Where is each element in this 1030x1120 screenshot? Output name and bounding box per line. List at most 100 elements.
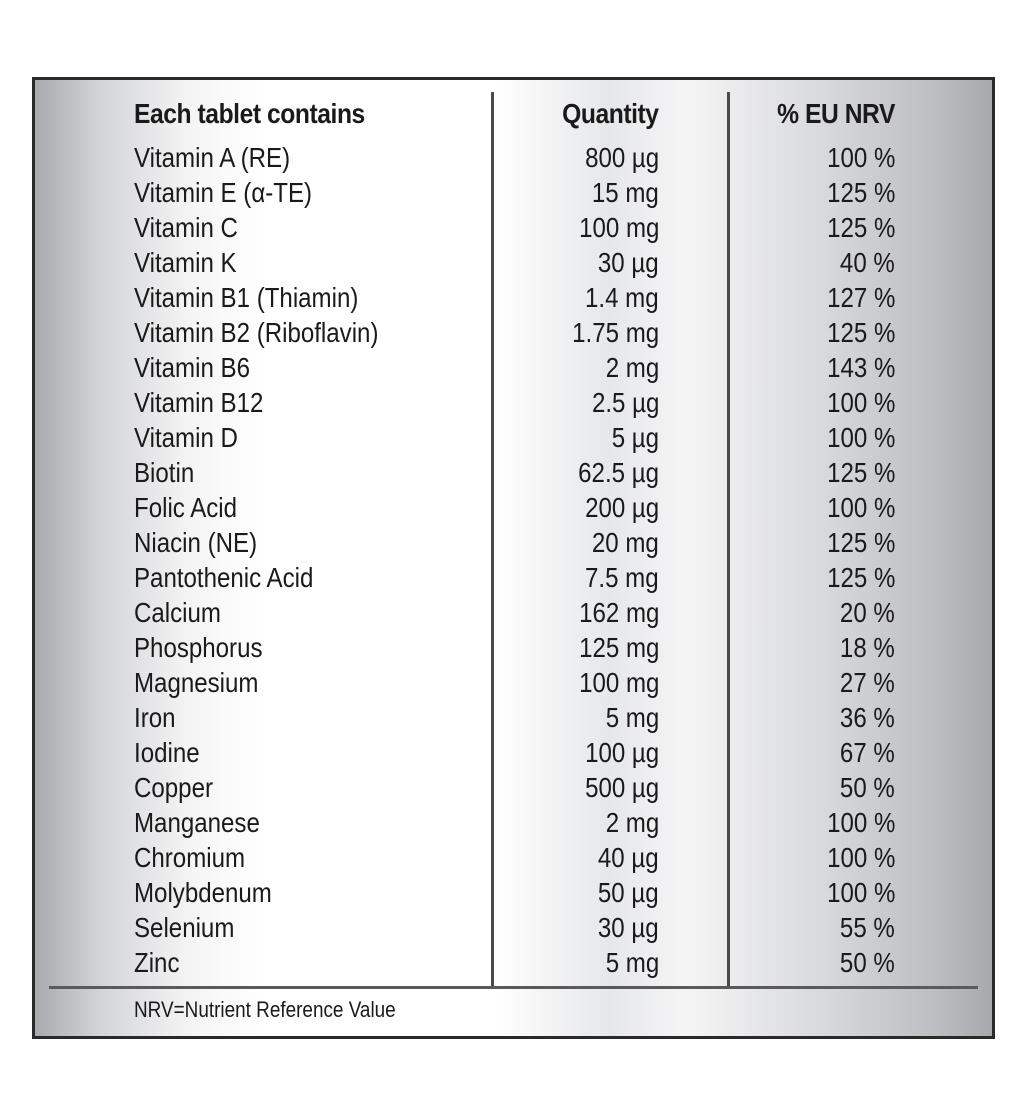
table-row: Phosphorus 125 mg 18 % [35, 630, 992, 665]
nutrient-nrv: 50 % [840, 772, 895, 803]
nutrition-table-panel: Each tablet contains Quantity % EU NRV V… [32, 77, 995, 1039]
table-row: Chromium 40 µg 100 % [35, 840, 992, 875]
nutrient-quantity: 162 mg [578, 597, 659, 628]
nutrient-name: Vitamin C [134, 212, 238, 243]
nutrient-nrv: 36 % [840, 702, 895, 733]
nutrient-nrv: 125 % [826, 562, 895, 593]
nutrient-name: Pantothenic Acid [134, 562, 314, 593]
nutrient-name: Vitamin B2 (Riboflavin) [134, 317, 379, 348]
nutrient-nrv: 55 % [840, 912, 895, 943]
nutrient-quantity: 2.5 µg [591, 387, 659, 418]
nutrient-name: Vitamin B1 (Thiamin) [134, 282, 359, 313]
table-row: Iodine 100 µg 67 % [35, 735, 992, 770]
table-body: Vitamin A (RE) 800 µg 100 % Vitamin E (α-TE… [35, 140, 992, 980]
header-nutrient: Each tablet contains [134, 98, 365, 129]
nutrient-nrv: 27 % [840, 667, 895, 698]
nutrient-nrv: 125 % [826, 317, 895, 348]
nutrient-nrv: 125 % [826, 527, 895, 558]
nutrient-name: Iron [134, 702, 176, 733]
nutrient-nrv: 100 % [826, 492, 895, 523]
nutrient-name: Biotin [134, 457, 195, 488]
nutrient-nrv: 100 % [826, 807, 895, 838]
nutrient-name: Vitamin D [134, 422, 238, 453]
nutrient-name: Vitamin K [134, 247, 237, 278]
table-row: Vitamin B12 2.5 µg 100 % [35, 385, 992, 420]
nutrient-name: Manganese [134, 807, 260, 838]
nutrient-name: Folic Acid [134, 492, 238, 523]
nutrient-nrv: 125 % [826, 457, 895, 488]
table-row: Vitamin D 5 µg 100 % [35, 420, 992, 455]
table-row: Vitamin B6 2 mg 143 % [35, 350, 992, 385]
nutrient-nrv: 125 % [826, 177, 895, 208]
nutrient-quantity: 20 mg [592, 527, 659, 558]
table-row: Iron 5 mg 36 % [35, 700, 992, 735]
nutrient-quantity: 30 µg [598, 247, 659, 278]
nutrient-quantity: 50 µg [598, 877, 659, 908]
nutrient-quantity: 62.5 µg [578, 457, 659, 488]
nutrient-quantity: 500 µg [584, 772, 659, 803]
nutrient-name: Zinc [134, 947, 180, 978]
table-row: Vitamin B2 (Riboflavin) 1.75 mg 125 % [35, 315, 992, 350]
nutrient-quantity: 5 mg [605, 947, 659, 978]
table-row: Vitamin A (RE) 800 µg 100 % [35, 140, 992, 175]
nutrient-quantity: 30 µg [598, 912, 659, 943]
nutrient-name: Niacin (NE) [134, 527, 258, 558]
table-row: Folic Acid 200 µg 100 % [35, 490, 992, 525]
table-row: Selenium 30 µg 55 % [35, 910, 992, 945]
nutrient-nrv: 127 % [826, 282, 895, 313]
header-nrv: % EU NRV [777, 98, 895, 129]
nutrient-quantity: 1.4 mg [585, 282, 659, 313]
nutrient-quantity: 7.5 mg [585, 562, 659, 593]
table-row: Vitamin B1 (Thiamin) 1.4 mg 127 % [35, 280, 992, 315]
table-row: Vitamin C 100 mg 125 % [35, 210, 992, 245]
nutrient-quantity: 5 mg [605, 702, 659, 733]
nutrient-name: Phosphorus [134, 632, 263, 663]
nutrient-nrv: 100 % [826, 142, 895, 173]
nutrient-quantity: 40 µg [598, 842, 659, 873]
nutrient-nrv: 67 % [840, 737, 895, 768]
table-row: Manganese 2 mg 100 % [35, 805, 992, 840]
nutrient-name: Iodine [134, 737, 200, 768]
nutrient-quantity: 100 mg [578, 212, 659, 243]
table-row: Molybdenum 50 µg 100 % [35, 875, 992, 910]
table-row: Copper 500 µg 50 % [35, 770, 992, 805]
table-row: Pantothenic Acid 7.5 mg 125 % [35, 560, 992, 595]
nutrient-name: Vitamin A (RE) [134, 142, 291, 173]
nutrient-nrv: 40 % [840, 247, 895, 278]
table-row: Calcium 162 mg 20 % [35, 595, 992, 630]
nutrient-quantity: 100 mg [578, 667, 659, 698]
nutrient-name: Chromium [134, 842, 246, 873]
nutrient-quantity: 1.75 mg [571, 317, 659, 348]
header-quantity: Quantity [562, 98, 660, 129]
nutrient-quantity: 5 µg [611, 422, 659, 453]
table-row: Zinc 5 mg 50 % [35, 945, 992, 980]
nutrient-name: Vitamin E (α-TE) [134, 177, 313, 208]
table-row: Vitamin K 30 µg 40 % [35, 245, 992, 280]
nutrient-quantity: 2 mg [605, 352, 659, 383]
nutrient-quantity: 100 µg [584, 737, 659, 768]
nutrient-quantity: 15 mg [592, 177, 659, 208]
nutrient-name: Vitamin B12 [134, 387, 264, 418]
nutrient-quantity: 200 µg [584, 492, 659, 523]
footer-divider [49, 986, 978, 989]
nutrient-nrv: 100 % [826, 422, 895, 453]
nutrient-nrv: 100 % [826, 842, 895, 873]
table-row: Magnesium 100 mg 27 % [35, 665, 992, 700]
nutrient-nrv: 18 % [840, 632, 895, 663]
nutrient-name: Molybdenum [134, 877, 272, 908]
nutrient-nrv: 100 % [826, 877, 895, 908]
nutrient-nrv: 50 % [840, 947, 895, 978]
nutrient-name: Magnesium [134, 667, 259, 698]
nutrient-nrv: 100 % [826, 387, 895, 418]
nutrient-name: Calcium [134, 597, 221, 628]
nutrient-nrv: 125 % [826, 212, 895, 243]
table-row: Vitamin E (α-TE) 15 mg 125 % [35, 175, 992, 210]
nutrient-quantity: 800 µg [584, 142, 659, 173]
nutrient-nrv: 143 % [826, 352, 895, 383]
nutrient-quantity: 125 mg [578, 632, 659, 663]
nutrient-nrv: 20 % [840, 597, 895, 628]
nutrient-name: Copper [134, 772, 213, 803]
column-divider-2 [727, 92, 730, 988]
table-row: Biotin 62.5 µg 125 % [35, 455, 992, 490]
nutrient-quantity: 2 mg [605, 807, 659, 838]
